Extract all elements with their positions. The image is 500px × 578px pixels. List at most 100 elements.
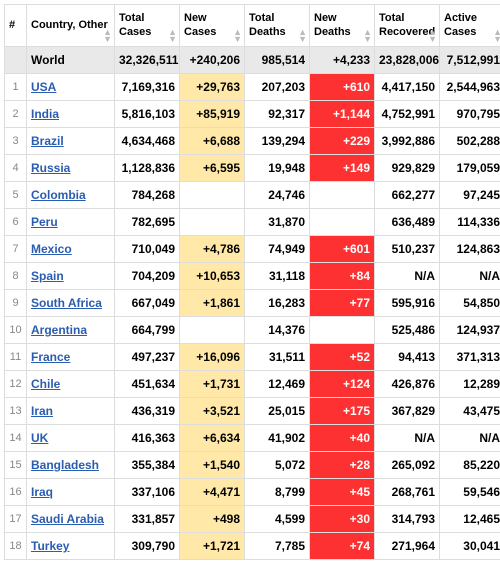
row-new-deaths: +610 — [310, 74, 375, 101]
row-total-cases: 337,106 — [115, 479, 180, 506]
row-active-cases: N/A — [440, 425, 500, 452]
sort-icon: ▲▼ — [363, 29, 372, 42]
sort-icon: ▲▼ — [168, 29, 177, 42]
header-total-deaths[interactable]: Total Deaths▲▼ — [245, 5, 310, 47]
table-row: 13Iran436,319+3,52125,015+175367,82943,4… — [5, 398, 500, 425]
country-link[interactable]: Bangladesh — [31, 458, 99, 472]
row-new-deaths: +149 — [310, 155, 375, 182]
row-total-deaths: 14,376 — [245, 317, 310, 344]
row-active-cases: 97,245 — [440, 182, 500, 209]
header-active-cases[interactable]: Active Cases▲▼ — [440, 5, 500, 47]
row-total-recovered: N/A — [375, 263, 440, 290]
header-total-recovered[interactable]: Total Recovered▲▼ — [375, 5, 440, 47]
row-new-deaths: +28 — [310, 452, 375, 479]
country-link[interactable]: Peru — [31, 215, 58, 229]
row-idx: 12 — [5, 371, 27, 398]
row-total-deaths: 31,118 — [245, 263, 310, 290]
row-total-cases: 331,857 — [115, 506, 180, 533]
country-link[interactable]: USA — [31, 80, 56, 94]
row-active-cases: 43,475 — [440, 398, 500, 425]
row-idx: 2 — [5, 101, 27, 128]
row-total-recovered: 525,486 — [375, 317, 440, 344]
country-link[interactable]: India — [31, 107, 59, 121]
table-row: 8Spain704,209+10,65331,118+84N/AN/A — [5, 263, 500, 290]
header-row: # Country, Other▲▼ Total Cases▲▼ New Cas… — [5, 5, 500, 47]
row-total-recovered: 265,092 — [375, 452, 440, 479]
row-total-recovered: 929,829 — [375, 155, 440, 182]
row-total-deaths: 19,948 — [245, 155, 310, 182]
row-total-recovered: 595,916 — [375, 290, 440, 317]
row-idx: 13 — [5, 398, 27, 425]
table-row: 18Turkey309,790+1,7217,785+74271,96430,0… — [5, 533, 500, 560]
country-link[interactable]: UK — [31, 431, 48, 445]
header-country[interactable]: Country, Other▲▼ — [27, 5, 115, 47]
row-total-deaths: 4,599 — [245, 506, 310, 533]
row-new-cases: +29,763 — [180, 74, 245, 101]
row-active-cases: 502,288 — [440, 128, 500, 155]
header-total-cases[interactable]: Total Cases▲▼ — [115, 5, 180, 47]
row-country: Spain — [27, 263, 115, 290]
table-row: 11France497,237+16,09631,511+5294,413371… — [5, 344, 500, 371]
country-link[interactable]: Colombia — [31, 188, 86, 202]
table-row: 16Iraq337,106+4,4718,799+45268,76159,546 — [5, 479, 500, 506]
table-row: 2India5,816,103+85,91992,317+1,1444,752,… — [5, 101, 500, 128]
row-country: Peru — [27, 209, 115, 236]
country-link[interactable]: Argentina — [31, 323, 87, 337]
row-new-cases: +85,919 — [180, 101, 245, 128]
country-link[interactable]: Saudi Arabia — [31, 512, 104, 526]
row-new-cases: +6,595 — [180, 155, 245, 182]
table-row: 14UK416,363+6,63441,902+40N/AN/A — [5, 425, 500, 452]
row-country: Iran — [27, 398, 115, 425]
table-row: 7Mexico710,049+4,78674,949+601510,237124… — [5, 236, 500, 263]
row-total-deaths: 25,015 — [245, 398, 310, 425]
row-country: Turkey — [27, 533, 115, 560]
country-link[interactable]: Chile — [31, 377, 60, 391]
world-active-cases: 7,512,991 — [440, 47, 500, 74]
row-total-cases: 5,816,103 — [115, 101, 180, 128]
row-total-deaths: 16,283 — [245, 290, 310, 317]
row-new-deaths: +601 — [310, 236, 375, 263]
row-country: USA — [27, 74, 115, 101]
table-row: 15Bangladesh355,384+1,5405,072+28265,092… — [5, 452, 500, 479]
row-new-deaths: +30 — [310, 506, 375, 533]
header-new-cases[interactable]: New Cases▲▼ — [180, 5, 245, 47]
country-link[interactable]: Brazil — [31, 134, 64, 148]
country-link[interactable]: Turkey — [31, 539, 69, 553]
row-country: UK — [27, 425, 115, 452]
row-active-cases: 59,546 — [440, 479, 500, 506]
header-idx[interactable]: # — [5, 5, 27, 47]
row-idx: 10 — [5, 317, 27, 344]
row-total-cases: 436,319 — [115, 398, 180, 425]
row-total-recovered: 510,237 — [375, 236, 440, 263]
table-row: 12Chile451,634+1,73112,469+124426,87612,… — [5, 371, 500, 398]
country-link[interactable]: Mexico — [31, 242, 72, 256]
country-link[interactable]: France — [31, 350, 70, 364]
row-total-cases: 309,790 — [115, 533, 180, 560]
country-link[interactable]: Russia — [31, 161, 70, 175]
row-new-deaths: +124 — [310, 371, 375, 398]
row-idx: 1 — [5, 74, 27, 101]
header-new-deaths[interactable]: New Deaths▲▼ — [310, 5, 375, 47]
row-active-cases: 179,059 — [440, 155, 500, 182]
row-new-deaths: +229 — [310, 128, 375, 155]
row-new-deaths — [310, 182, 375, 209]
country-link[interactable]: Iraq — [31, 485, 53, 499]
row-total-deaths: 8,799 — [245, 479, 310, 506]
country-link[interactable]: Spain — [31, 269, 64, 283]
row-country: India — [27, 101, 115, 128]
row-total-recovered: 4,752,991 — [375, 101, 440, 128]
row-new-deaths: +74 — [310, 533, 375, 560]
row-total-recovered: 4,417,150 — [375, 74, 440, 101]
row-total-recovered: 268,761 — [375, 479, 440, 506]
row-new-cases: +1,861 — [180, 290, 245, 317]
table-row: 9South Africa667,049+1,86116,283+77595,9… — [5, 290, 500, 317]
country-link[interactable]: Iran — [31, 404, 53, 418]
row-new-cases: +1,540 — [180, 452, 245, 479]
row-total-recovered: 3,992,886 — [375, 128, 440, 155]
row-total-deaths: 92,317 — [245, 101, 310, 128]
row-total-cases: 355,384 — [115, 452, 180, 479]
row-new-cases: +16,096 — [180, 344, 245, 371]
row-total-cases: 451,634 — [115, 371, 180, 398]
row-new-deaths: +40 — [310, 425, 375, 452]
country-link[interactable]: South Africa — [31, 296, 102, 310]
